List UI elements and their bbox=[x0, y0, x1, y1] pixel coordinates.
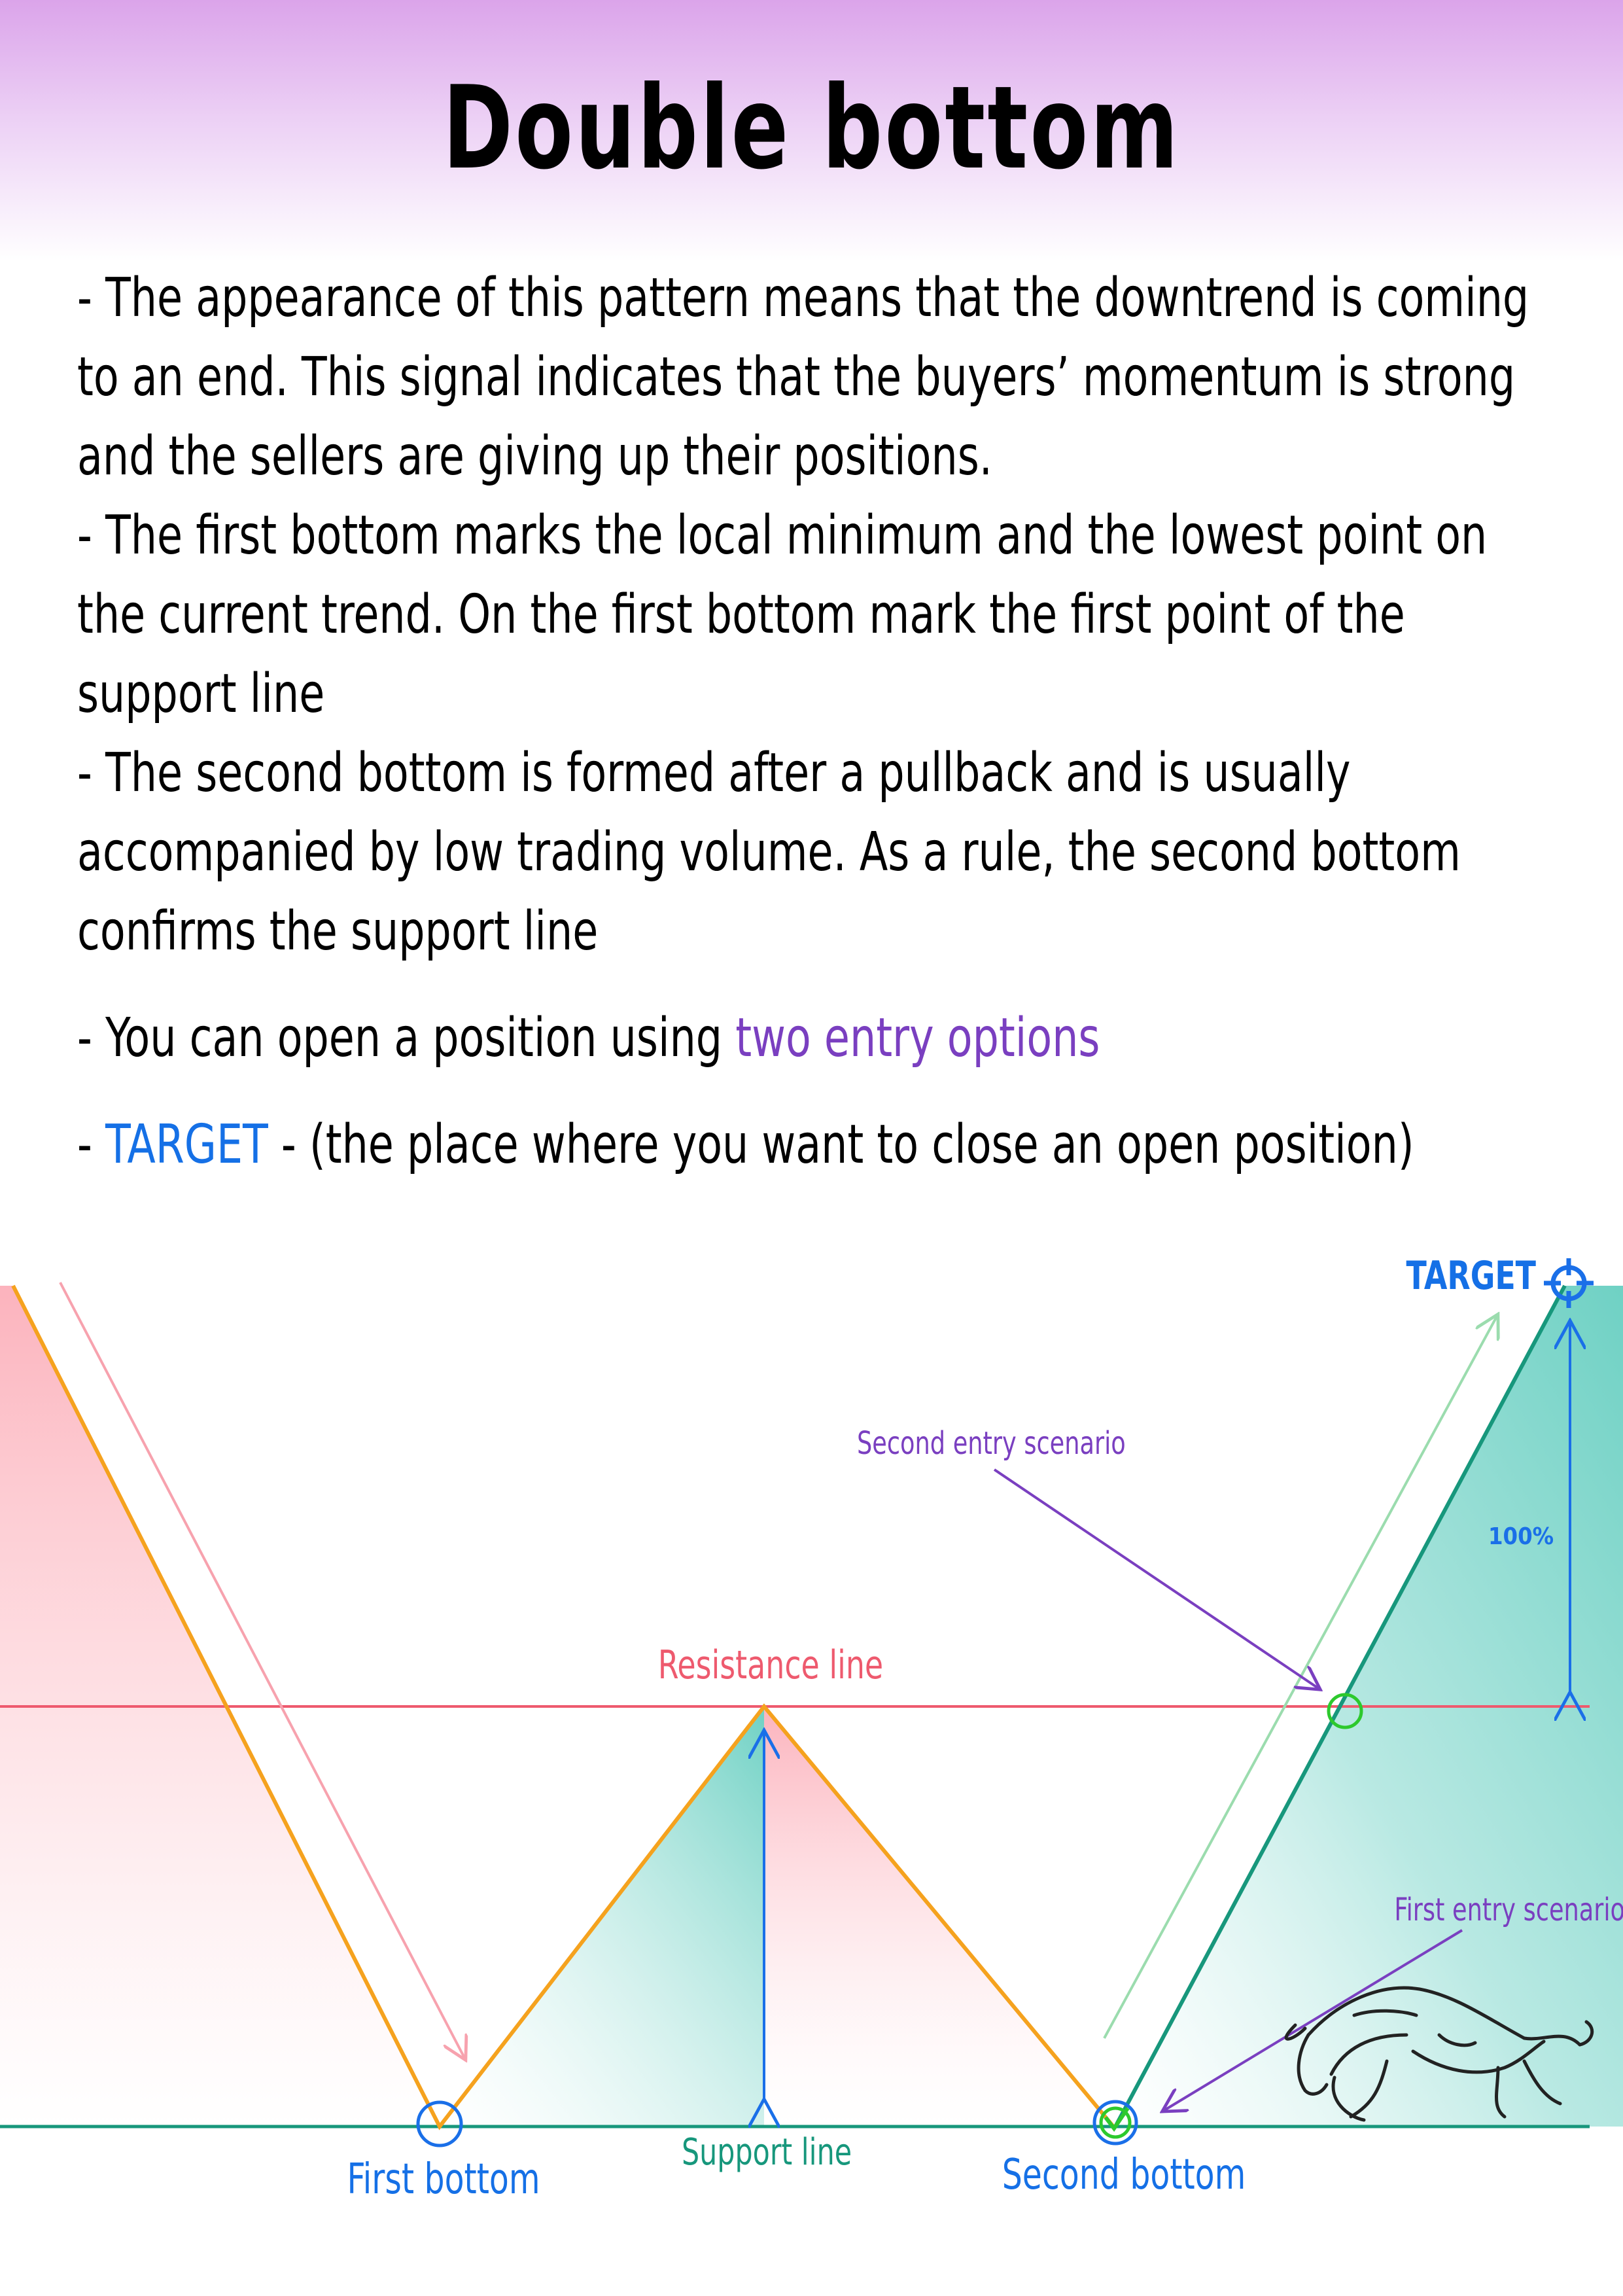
text-line: - The first bottom marks the local minim… bbox=[77, 504, 1488, 567]
first-entry-marker bbox=[1099, 2106, 1132, 2139]
text-block: - The appearance of this pattern means t… bbox=[77, 258, 1582, 1184]
target-percent-label: 100% bbox=[1488, 1523, 1554, 1550]
target-highlight: TARGET bbox=[105, 1114, 268, 1176]
paragraph-pattern-meaning: - The appearance of this pattern means t… bbox=[77, 258, 1582, 496]
header-band bbox=[0, 0, 1623, 262]
second-entry-pointer bbox=[993, 1468, 1318, 1688]
target-label: TARGET bbox=[1406, 1253, 1536, 1299]
second-bottom-marker bbox=[1092, 2100, 1138, 2146]
first-bottom-marker bbox=[416, 2100, 463, 2147]
bull-icon bbox=[1284, 1986, 1594, 2122]
target-prefix: - bbox=[77, 1114, 106, 1176]
downtrend-guide-arrow bbox=[59, 1282, 464, 2058]
paragraph-target: - TARGET - (the place where you want to … bbox=[77, 1105, 1582, 1184]
first-entry-label: First entry scenario bbox=[1394, 1892, 1623, 1928]
page-title: Double bottom bbox=[442, 62, 1181, 195]
paragraph-first-bottom: - The first bottom marks the local minim… bbox=[77, 496, 1582, 733]
text-line: accompanied by low trading volume. As a … bbox=[77, 821, 1461, 883]
second-entry-marker bbox=[1327, 1693, 1363, 1729]
text-line: - TARGET - (the place where you want to … bbox=[77, 1105, 1414, 1184]
text-line: support line bbox=[77, 663, 325, 725]
resistance-line-label: Resistance line bbox=[658, 1642, 883, 1688]
text-line: - You can open a position using two entr… bbox=[77, 998, 1371, 1078]
price-path bbox=[11, 1284, 1115, 2130]
checkmark-icon bbox=[1104, 2107, 1130, 2132]
second-entry-label: Second entry scenario bbox=[857, 1425, 1126, 1462]
support-line-label: Support line bbox=[682, 2131, 852, 2174]
text-line: - The second bottom is formed after a pu… bbox=[77, 742, 1351, 804]
first-bottom-label: First bottom bbox=[347, 2155, 540, 2204]
uptrend-line bbox=[1113, 1284, 1567, 2128]
text-line: and the sellers are giving up their posi… bbox=[77, 425, 992, 487]
target-suffix: - (the place where you want to close an … bbox=[268, 1114, 1414, 1176]
text-line: confirms the support line bbox=[77, 900, 599, 963]
text-line: the current trend. On the first bottom m… bbox=[77, 584, 1405, 646]
second-bottom-label: Second bottom bbox=[1002, 2151, 1246, 2199]
text-line: - The appearance of this pattern means t… bbox=[77, 267, 1529, 329]
first-entry-pointer bbox=[1164, 1929, 1463, 2110]
entry-prefix: - You can open a position using bbox=[77, 1007, 736, 1069]
paragraph-second-bottom: - The second bottom is formed after a pu… bbox=[77, 733, 1582, 971]
text-line: to an end. This signal indicates that th… bbox=[77, 346, 1516, 408]
entry-options-highlight: two entry options bbox=[735, 1007, 1100, 1069]
target-crosshair-icon bbox=[1544, 1258, 1594, 1308]
paragraph-entry-options: - You can open a position using two entr… bbox=[77, 998, 1582, 1078]
